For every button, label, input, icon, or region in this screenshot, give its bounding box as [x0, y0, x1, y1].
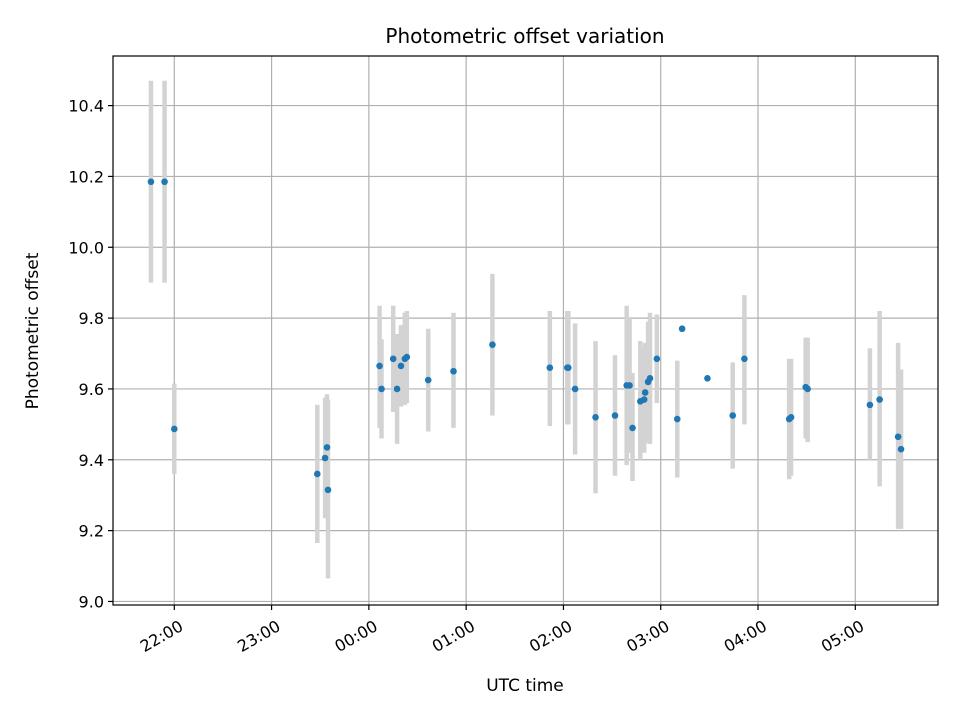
- data-point: [389, 355, 397, 363]
- grid-layer: [113, 56, 938, 605]
- y-tick-label: 10.2: [68, 167, 104, 186]
- data-point: [704, 375, 711, 382]
- data-point: [741, 355, 748, 363]
- data-point: [673, 415, 681, 423]
- y-tick-label: 9.2: [79, 522, 104, 541]
- x-axis-label: UTC time: [486, 676, 564, 696]
- data-point: [424, 376, 432, 384]
- y-tick-label: 10.0: [68, 238, 104, 257]
- data-point: [489, 341, 496, 348]
- data-point: [897, 445, 905, 453]
- data-point: [641, 389, 649, 396]
- x-tick-label: 02:00: [526, 616, 575, 656]
- data-point: [397, 362, 405, 370]
- data-point: [376, 362, 383, 370]
- data-point: [894, 433, 902, 441]
- data-point: [592, 413, 599, 421]
- data-point: [324, 486, 332, 494]
- x-tick-label: 22:00: [137, 616, 186, 656]
- data-point: [378, 385, 385, 393]
- y-tick-label: 10.4: [68, 97, 104, 116]
- data-point: [147, 178, 155, 186]
- data-point: [678, 325, 686, 333]
- y-tick-label: 9.0: [79, 592, 104, 611]
- x-tick-label: 03:00: [623, 616, 672, 656]
- data-point: [804, 385, 811, 393]
- x-tick-label: 00:00: [331, 616, 380, 656]
- data-point: [161, 178, 168, 186]
- data-point: [450, 367, 457, 375]
- data-point: [611, 412, 619, 419]
- point-layer: [147, 178, 905, 494]
- x-axis-ticks: 22:00 23:00 00:00 01:00 02:00 03:00 04:00 05:00: [137, 605, 867, 656]
- errorbar-layer: [148, 80, 904, 579]
- data-point: [565, 364, 572, 371]
- data-point: [321, 454, 329, 462]
- y-tick-label: 9.4: [79, 451, 104, 470]
- data-point: [393, 385, 401, 393]
- data-point: [403, 353, 411, 361]
- data-point: [323, 444, 331, 451]
- data-point: [626, 382, 633, 389]
- data-point: [629, 424, 636, 432]
- data-point: [170, 425, 178, 433]
- data-point: [314, 470, 321, 478]
- data-point: [571, 385, 579, 393]
- x-tick-label: 23:00: [234, 616, 283, 656]
- y-axis-label: Photometric offset: [23, 252, 43, 409]
- data-point: [729, 412, 737, 419]
- data-point: [546, 364, 554, 371]
- data-point: [787, 413, 795, 421]
- x-tick-label: 04:00: [721, 616, 770, 656]
- data-point: [646, 375, 654, 382]
- data-point: [876, 396, 883, 403]
- data-point: [866, 401, 874, 409]
- x-tick-label: 01:00: [429, 616, 478, 656]
- y-tick-label: 9.6: [79, 380, 104, 399]
- y-tick-label: 9.8: [79, 309, 104, 328]
- y-axis-ticks: 9.0 9.2 9.4 9.6 9.8 10.0 10.2 10.4: [68, 97, 113, 611]
- plot-frame: [112, 55, 939, 606]
- data-point: [640, 396, 648, 403]
- data-point: [653, 355, 661, 363]
- chart-title: Photometric offset variation: [385, 24, 664, 48]
- x-tick-label: 05:00: [818, 616, 867, 656]
